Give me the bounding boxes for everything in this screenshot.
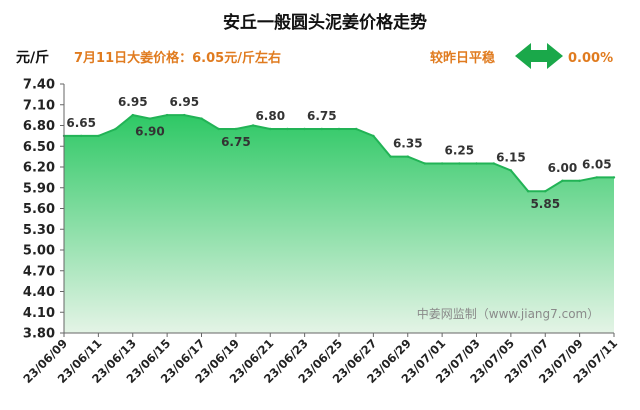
data-point [561, 179, 564, 182]
data-label: 6.95 [118, 95, 148, 109]
data-point [389, 155, 392, 158]
y-ticks: 3.80 4.10 4.40 4.70 5.00 5.30 5.60 5.90 6.20 6.50… [23, 78, 64, 342]
data-point [440, 162, 444, 165]
data-point [612, 176, 616, 179]
data-label: 6.75 [307, 109, 337, 123]
data-label: 6.25 [445, 144, 475, 158]
data-point [544, 190, 547, 193]
y-tick-label: 3.80 [23, 327, 55, 342]
data-point [578, 179, 581, 182]
data-label: 6.15 [496, 150, 526, 164]
data-point [355, 127, 358, 131]
double-arrow-icon [515, 43, 563, 69]
data-label: 6.00 [548, 161, 578, 175]
chart-title: 安丘一般圆头泥姜价格走势 [223, 12, 427, 33]
y-tick-label: 5.00 [23, 244, 55, 259]
data-point [97, 134, 100, 138]
data-point [148, 117, 152, 120]
data-label: 6.75 [221, 135, 251, 149]
data-point [492, 162, 495, 165]
data-point [131, 113, 134, 117]
data-point [337, 127, 341, 131]
y-tick-label: 4.10 [23, 306, 55, 321]
data-label: 6.95 [170, 95, 200, 109]
data-point [80, 134, 83, 138]
data-point [475, 162, 478, 165]
y-tick-label: 6.80 [23, 119, 55, 134]
data-point [526, 190, 530, 193]
data-labels: 6.65 6.95 6.90 6.95 6.75 6.80 6.75 6.35 6.25 6.15… [66, 95, 611, 211]
plot-area [62, 113, 616, 333]
data-point [165, 113, 169, 117]
data-point [183, 113, 186, 117]
data-point [423, 162, 427, 165]
data-point [269, 127, 272, 131]
data-label: 6.05 [582, 157, 612, 171]
data-label: 6.65 [66, 116, 96, 130]
price-area [64, 115, 614, 333]
y-tick-label: 6.50 [23, 140, 55, 155]
unit-label: 元/斤 [16, 49, 49, 66]
x-ticks: 23/06/0923/06/1123/06/1323/06/1523/06/17… [20, 333, 620, 386]
y-tick-label: 7.40 [23, 78, 55, 93]
change-percent: 0.00% [568, 51, 613, 66]
data-point [234, 127, 238, 131]
y-tick-label: 5.90 [23, 181, 55, 196]
data-point [303, 127, 306, 131]
data-point [509, 169, 513, 172]
y-tick-label: 7.10 [23, 98, 55, 113]
data-point [406, 155, 409, 158]
data-point [200, 117, 203, 120]
data-point [251, 124, 255, 127]
y-tick-label: 5.30 [23, 223, 55, 238]
data-label: 6.80 [255, 109, 285, 123]
y-tick-label: 4.40 [23, 285, 55, 300]
price-note: 7月11日大姜价格：6.05元/斤左右 [74, 50, 281, 66]
compare-label: 较昨日平稳 [430, 50, 495, 66]
data-point [114, 127, 117, 131]
y-tick-label: 5.60 [23, 202, 55, 217]
y-tick-label: 6.20 [23, 161, 55, 176]
watermark: 中姜网监制（www.jiang7.com） [417, 306, 599, 321]
data-label: 6.35 [393, 137, 423, 151]
data-point [217, 127, 220, 131]
data-point [372, 134, 375, 138]
data-label: 5.85 [530, 197, 560, 211]
data-point [458, 162, 461, 165]
data-label: 6.90 [135, 125, 165, 139]
data-point [595, 176, 598, 179]
data-point [320, 127, 323, 131]
y-tick-label: 4.70 [23, 264, 55, 279]
data-point [286, 127, 289, 131]
